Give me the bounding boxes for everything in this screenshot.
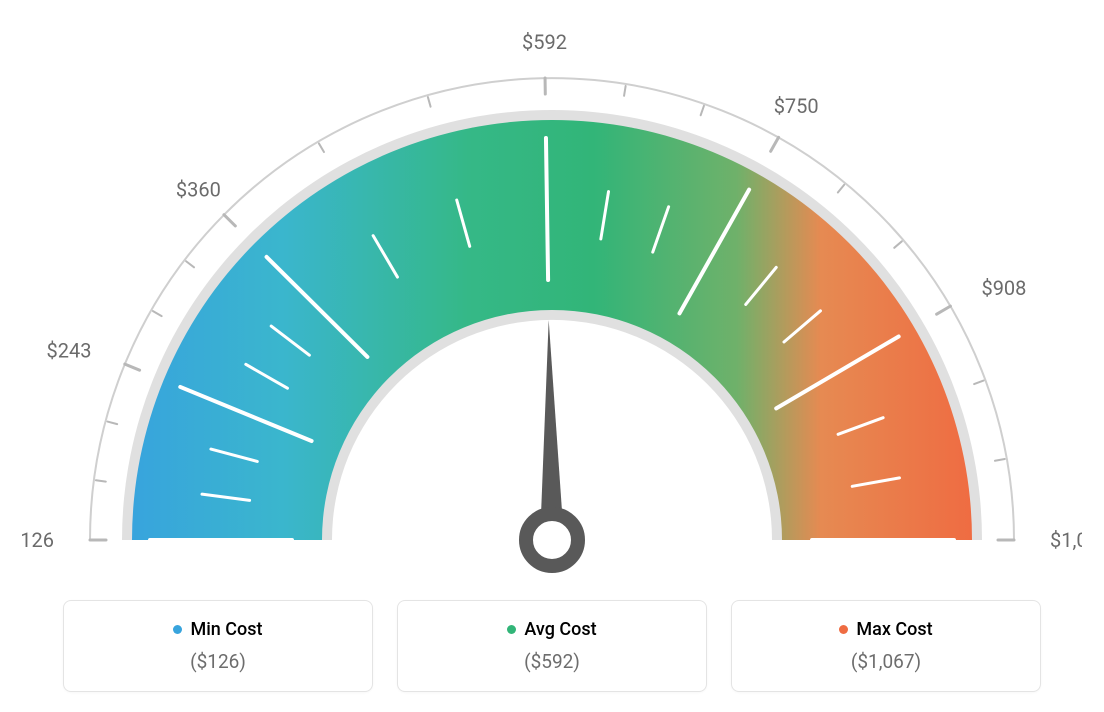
gauge-chart: $126 $243 $360 $592 $750 $908 $1,067	[20, 20, 1084, 580]
tick-label: $908	[981, 276, 1026, 300]
legend-card-min: Min Cost ($126)	[63, 600, 373, 692]
legend-title-min: Min Cost	[173, 619, 262, 640]
legend-label-avg: Avg Cost	[524, 619, 596, 640]
legend-dot-min	[173, 625, 182, 634]
legend-dot-avg	[507, 625, 516, 634]
tick-label: $750	[774, 94, 819, 118]
tick-label: $1,067	[1050, 528, 1082, 552]
legend-value-min: ($126)	[74, 650, 362, 673]
gauge-hub	[526, 514, 578, 566]
tick-label: $126	[22, 528, 54, 552]
legend-title-avg: Avg Cost	[507, 619, 596, 640]
legend-row: Min Cost ($126) Avg Cost ($592) Max Cost…	[20, 600, 1084, 692]
legend-label-min: Min Cost	[190, 619, 262, 640]
legend-card-avg: Avg Cost ($592)	[397, 600, 707, 692]
tick-label: $243	[47, 338, 92, 362]
legend-value-max: ($1,067)	[742, 650, 1030, 673]
tick-label: $360	[176, 177, 221, 201]
gauge-svg: $126 $243 $360 $592 $750 $908 $1,067	[22, 20, 1082, 580]
legend-label-max: Max Cost	[856, 619, 932, 640]
legend-card-max: Max Cost ($1,067)	[731, 600, 1041, 692]
legend-value-avg: ($592)	[408, 650, 696, 673]
legend-dot-max	[839, 625, 848, 634]
tick-label: $592	[522, 30, 567, 54]
legend-title-max: Max Cost	[839, 619, 932, 640]
